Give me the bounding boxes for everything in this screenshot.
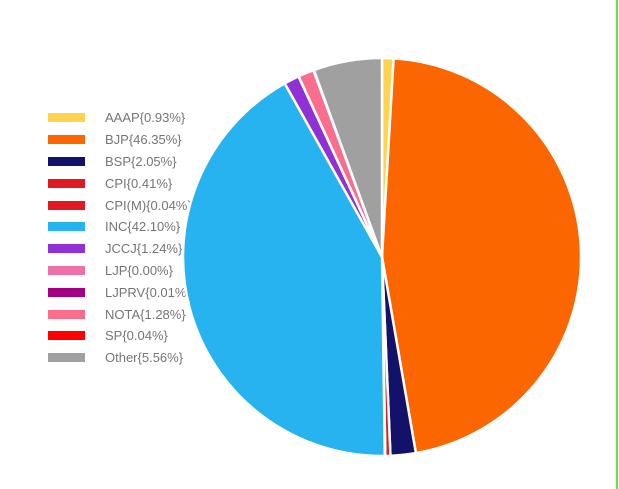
legend-label: CPI(M){0.04%} — [105, 197, 192, 213]
chart-legend: AAAP{0.93%} BJP{46.35%} BSP{2.05%} CPI{0.41… — [48, 107, 192, 369]
legend-item-jccj[interactable]: JCCJ{1.24%} — [48, 238, 192, 260]
legend-swatch — [48, 156, 85, 166]
legend-item-cpi-m-[interactable]: CPI(M){0.04%} — [48, 194, 192, 216]
legend-swatch — [48, 200, 85, 210]
legend-item-cpi[interactable]: CPI{0.41%} — [48, 172, 192, 194]
legend-label: JCCJ{1.24%} — [105, 241, 183, 257]
legend-label: Other{5.56%} — [105, 350, 184, 366]
page-right-border — [616, 0, 618, 489]
legend-item-bsp[interactable]: BSP{2.05%} — [48, 151, 192, 173]
legend-swatch — [48, 113, 85, 123]
legend-swatch — [48, 135, 85, 145]
pie-slice-bjp[interactable] — [380, 57, 583, 455]
legend-label: INC{42.10%} — [105, 219, 181, 235]
legend-item-sp[interactable]: SP{0.04%} — [48, 325, 192, 347]
legend-item-other[interactable]: Other{5.56%} — [48, 347, 192, 369]
legend-label: LJP{0.00%} — [105, 262, 173, 278]
legend-item-ljprv[interactable]: LJPRV{0.01%} — [48, 281, 192, 303]
pie-slice-inc[interactable] — [181, 81, 387, 458]
legend-swatch — [48, 331, 85, 341]
legend-label: BSP{2.05%} — [105, 153, 177, 169]
legend-label: BJP{46.35%} — [105, 132, 182, 148]
legend-label: NOTA{1.28%} — [105, 306, 186, 322]
legend-item-nota[interactable]: NOTA{1.28%} — [48, 303, 192, 325]
legend-swatch — [48, 353, 85, 363]
legend-swatch — [48, 287, 85, 297]
pie-slice-other[interactable] — [312, 56, 384, 258]
legend-label: SP{0.04%} — [105, 328, 168, 344]
legend-label: AAAP{0.93%} — [105, 110, 186, 126]
legend-swatch — [48, 178, 85, 188]
legend-swatch — [48, 222, 85, 232]
legend-label: LJPRV{0.01%} — [105, 284, 191, 300]
legend-swatch — [48, 244, 85, 254]
legend-item-ljp[interactable]: LJP{0.00%} — [48, 260, 192, 282]
legend-swatch — [48, 309, 85, 319]
legend-swatch — [48, 265, 85, 275]
legend-item-inc[interactable]: INC{42.10%} — [48, 216, 192, 238]
legend-label: CPI{0.41%} — [105, 175, 173, 191]
legend-item-aaap[interactable]: AAAP{0.93%} — [48, 107, 192, 129]
legend-item-bjp[interactable]: BJP{46.35%} — [48, 129, 192, 151]
